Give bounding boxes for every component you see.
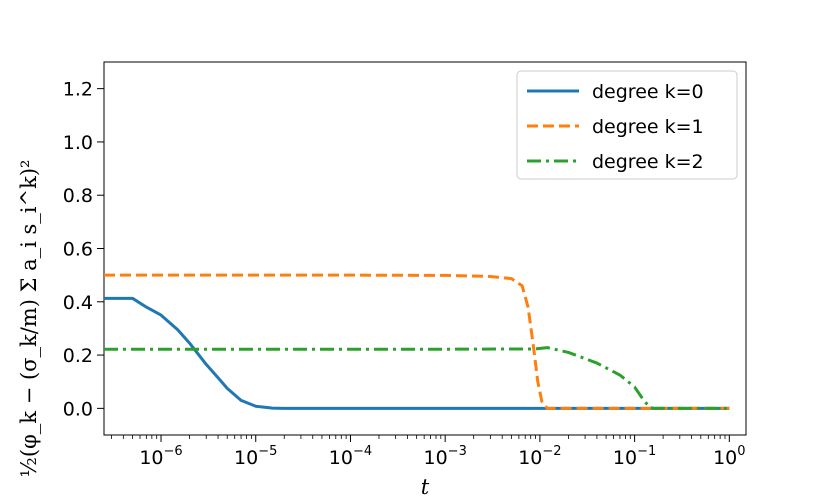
y-tick-label-4: 0.8 xyxy=(63,185,93,207)
y-tick-label-3: 0.6 xyxy=(63,239,93,261)
legend-box xyxy=(516,70,738,180)
x-tick-label-4: 10−2 xyxy=(518,444,561,469)
axis-ticks: 0.0 0.2 0.4 0.6 0.8 1.0 1.2 10−6 10−5 10−4 10−3 10−… xyxy=(63,79,746,469)
y-axis-label: ½(φ_k − (σ_k/m) Σ a_i s_i^k)² xyxy=(17,160,41,478)
x-tick-label-6: 100 xyxy=(713,444,745,469)
y-tick-label-5: 1.0 xyxy=(63,132,93,154)
x-tick-label-1: 10−5 xyxy=(234,444,277,469)
y-tick-label-0: 0.0 xyxy=(63,398,93,420)
legend-label-0: degree k=0 xyxy=(592,81,704,103)
legend-label-2: degree k=2 xyxy=(592,151,704,173)
y-axis-label-text: ½(φ_k − (σ_k/m) Σ a_i s_i^k)² xyxy=(17,160,41,478)
x-tick-label-0: 10−6 xyxy=(139,444,182,469)
x-tick-label-5: 10−1 xyxy=(613,444,656,469)
y-tick-label-6: 1.2 xyxy=(63,79,93,101)
x-axis-label: t xyxy=(421,475,430,498)
x-tick-label-3: 10−3 xyxy=(423,444,466,469)
series-line-1 xyxy=(104,273,730,410)
y-tick-label-2: 0.4 xyxy=(63,292,93,314)
series-line-2 xyxy=(104,346,730,410)
x-tick-label-2: 10−4 xyxy=(329,444,372,469)
series-line-0 xyxy=(104,296,730,410)
y-tick-label-1: 0.2 xyxy=(63,345,93,367)
legend-label-1: degree k=1 xyxy=(592,116,704,138)
legend: degree k=0 degree k=1 degree k=2 xyxy=(516,70,738,180)
series-lines xyxy=(104,273,730,410)
